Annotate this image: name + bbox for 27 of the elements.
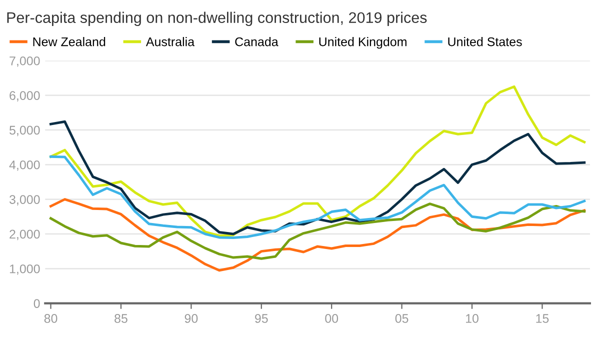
x-tick-label: 00 (325, 314, 338, 323)
legend-label: Canada (235, 37, 278, 46)
legend-label: New Zealand (33, 37, 106, 46)
x-tick-label: 85 (114, 314, 128, 323)
line-series (50, 202, 586, 260)
y-tick-label: 0 (34, 299, 40, 308)
x-tick-label: 90 (184, 314, 198, 323)
line-series (50, 85, 586, 237)
y-tick-label: 5,000 (10, 126, 40, 136)
y-tick-label: 2,000 (10, 230, 40, 240)
x-tick-label: 80 (44, 314, 58, 323)
y-tick-label: 7,000 (10, 56, 40, 67)
y-tick-label: 4,000 (9, 160, 40, 171)
legend-label: Australia (146, 37, 195, 46)
line-series (50, 120, 586, 236)
chart-title: Per-capita spending on non-dwelling construction, 2019 prices (7, 12, 427, 26)
line-series (50, 198, 586, 272)
x-tick-label: 05 (395, 314, 408, 323)
x-tick-label: 95 (255, 314, 268, 323)
x-tick-label: 15 (536, 314, 549, 323)
legend-label: United Kingdom (319, 37, 406, 49)
legend-label: United States (448, 37, 522, 46)
line-series (50, 155, 586, 240)
y-tick-label: 3,000 (9, 195, 40, 206)
y-tick-label: 1,000 (10, 264, 40, 275)
y-tick-label: 6,000 (10, 91, 40, 102)
x-tick-label: 10 (466, 314, 478, 323)
